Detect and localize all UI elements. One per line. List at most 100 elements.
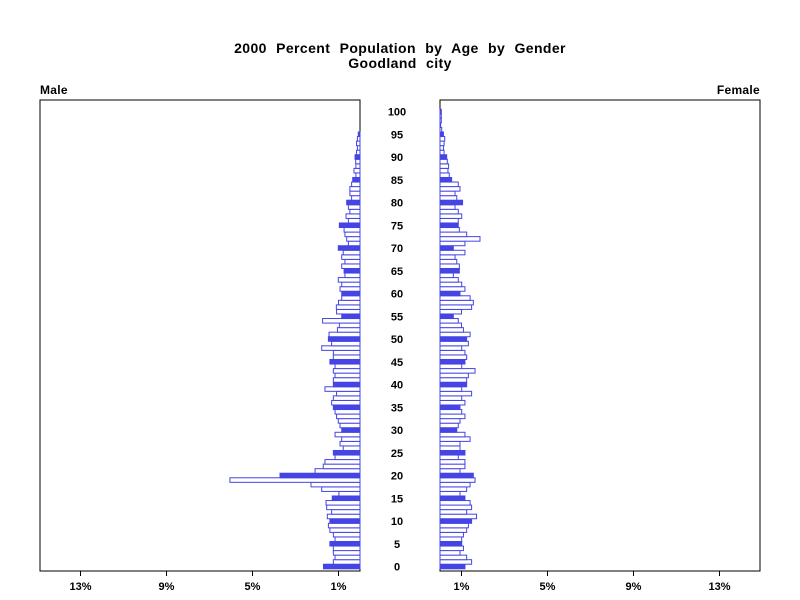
female-bar xyxy=(439,500,471,506)
female-bar xyxy=(439,154,448,160)
male-bar xyxy=(344,258,361,265)
female-bar xyxy=(439,308,462,315)
female-bar xyxy=(439,518,473,524)
female-bar xyxy=(439,531,464,538)
female-bar xyxy=(439,272,454,279)
male-bar xyxy=(327,522,361,529)
female-bar xyxy=(439,550,461,556)
female-bar xyxy=(439,372,469,379)
male-bar xyxy=(351,181,361,188)
female-bar xyxy=(439,113,442,119)
male-bar xyxy=(346,199,361,206)
male-bar xyxy=(334,554,361,561)
male-bar xyxy=(326,513,361,520)
age-axis-label: 55 xyxy=(391,311,403,323)
male-bar xyxy=(347,217,361,224)
age-axis-label: 30 xyxy=(391,425,403,437)
female-bar xyxy=(439,472,474,479)
male-bar xyxy=(334,431,361,438)
male-bar xyxy=(335,304,361,310)
female-bar xyxy=(439,368,476,374)
male-bar xyxy=(356,149,361,156)
male-bar xyxy=(341,313,361,320)
male-bar xyxy=(341,290,361,297)
female-bar xyxy=(439,336,468,342)
female-bar xyxy=(439,227,460,233)
female-bar xyxy=(439,186,461,192)
female-bar xyxy=(439,540,463,547)
female-bar xyxy=(439,454,459,461)
female-bar xyxy=(439,222,459,229)
female-bar xyxy=(439,163,450,169)
female-bar xyxy=(439,522,469,529)
female-bar xyxy=(439,440,461,447)
age-axis-label: 75 xyxy=(391,220,403,232)
male-bar xyxy=(322,318,361,324)
male-bar xyxy=(337,245,361,251)
male-bar xyxy=(339,440,361,447)
female-bar xyxy=(439,281,463,288)
female-bar xyxy=(439,459,466,465)
female-bar xyxy=(439,331,471,338)
age-axis-label: 25 xyxy=(391,448,403,460)
female-axis-tick-label: 5% xyxy=(540,581,556,593)
male-bar xyxy=(310,481,361,488)
female-bar xyxy=(439,131,444,138)
female-panel xyxy=(439,99,761,572)
male-bar xyxy=(334,454,361,461)
male-bar xyxy=(321,486,361,492)
female-bar xyxy=(439,354,468,360)
age-axis-label: 5 xyxy=(394,539,400,551)
female-bar xyxy=(439,481,471,488)
age-axis-label: 40 xyxy=(391,380,403,392)
male-bar xyxy=(332,349,361,356)
male-bar xyxy=(332,381,361,388)
age-axis-label: 85 xyxy=(391,175,403,187)
age-axis-label: 100 xyxy=(388,107,406,119)
male-bar xyxy=(356,140,361,147)
female-bar xyxy=(439,327,464,333)
female-bar xyxy=(439,263,460,269)
male-bar xyxy=(342,445,361,451)
female-bar xyxy=(439,445,461,451)
male-bar xyxy=(324,459,361,465)
male-bar xyxy=(342,249,361,256)
male-bar xyxy=(338,322,361,329)
female-bar xyxy=(439,122,442,128)
female-bar xyxy=(439,390,473,397)
male-bar xyxy=(329,527,361,533)
female-bar xyxy=(439,377,468,383)
female-bar xyxy=(439,490,461,497)
female-bar xyxy=(439,559,473,565)
female-bar xyxy=(439,254,456,260)
female-bar xyxy=(439,136,446,142)
female-bar xyxy=(439,240,466,247)
female-bar xyxy=(439,345,463,351)
female-bar xyxy=(439,199,464,206)
female-bar xyxy=(439,245,454,251)
male-bar xyxy=(331,509,361,515)
female-bar xyxy=(439,231,468,238)
male-bar xyxy=(329,540,361,547)
female-bar xyxy=(439,404,461,411)
male-bar xyxy=(336,390,361,397)
female-bar xyxy=(439,381,468,388)
male-bar xyxy=(341,295,361,301)
female-bar xyxy=(439,395,463,401)
male-bar xyxy=(334,536,361,542)
female-bar xyxy=(439,195,458,201)
female-bar xyxy=(439,409,463,415)
female-bar xyxy=(439,527,468,533)
female-bar xyxy=(439,513,478,520)
female-bar xyxy=(439,258,458,265)
male-bar xyxy=(332,545,361,552)
female-bar xyxy=(439,213,463,219)
male-bar xyxy=(331,340,361,347)
female-bar xyxy=(439,545,464,552)
male-bar xyxy=(351,195,361,201)
male-axis-tick-label: 1% xyxy=(331,581,347,593)
chart-title: 2000 Percent Population by Age by Gender xyxy=(234,40,566,56)
female-bar xyxy=(439,477,476,483)
female-bar xyxy=(439,172,450,178)
female-bar xyxy=(439,126,443,133)
